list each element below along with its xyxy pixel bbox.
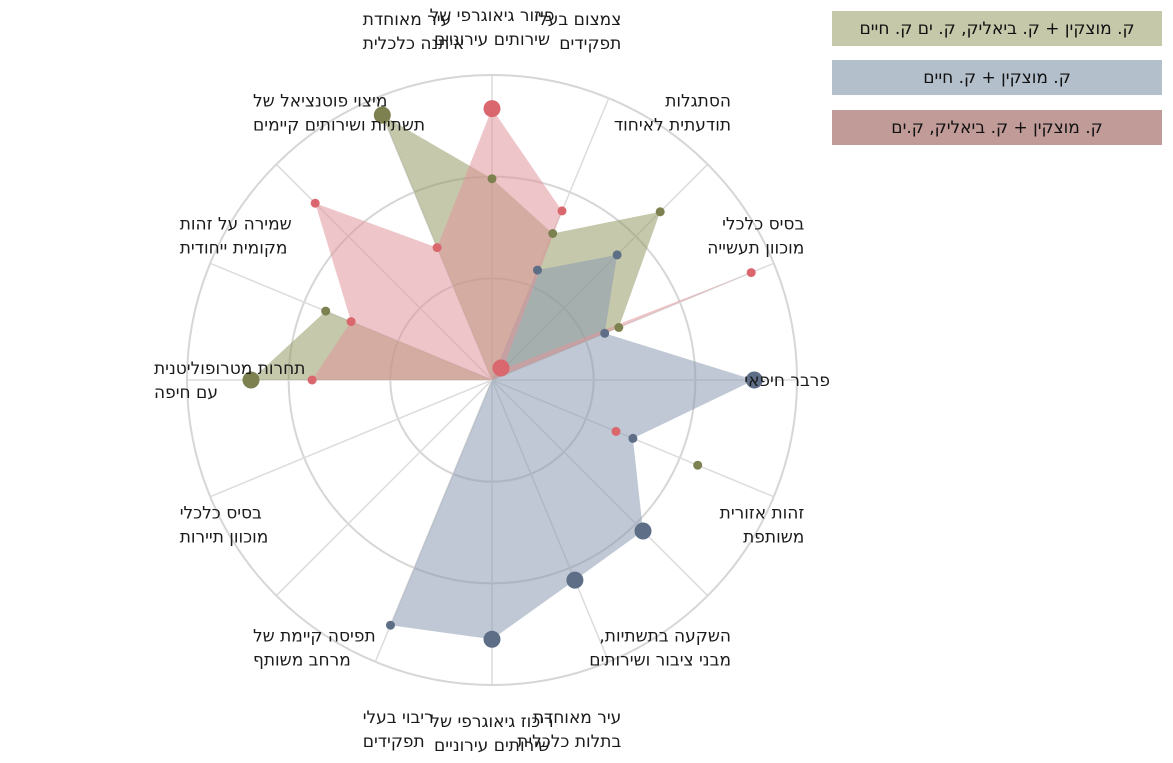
- axis-label-14-line-2: מקומית ייחודית: [180, 238, 288, 258]
- series-area-3: [312, 108, 752, 432]
- axis-label-2-line-2: תפקידים: [559, 34, 621, 54]
- legend-item-2: ק. מוצקין + ק. חיים: [832, 60, 1162, 95]
- series-2-point-3: [612, 250, 622, 260]
- series-1-point-4: [614, 323, 624, 332]
- series-1-point-14: [321, 306, 331, 316]
- axis-label-9-line-2: שירותים עירוניים: [434, 736, 550, 756]
- axis-label-16-line-2: איתנה כלכלית: [363, 34, 465, 54]
- series-1-point-3: [655, 207, 665, 217]
- series-1-point-6: [693, 460, 703, 470]
- legend-label-1: ק. מוצקין + ק. ביאליק, ק. ים ק. חיים: [859, 18, 1135, 39]
- axis-label-4-line-2: מוכוון תעשייה: [707, 238, 804, 258]
- axis-label-7-line-2: מבני ציבור ושירותים: [589, 650, 731, 670]
- axis-label-5-line-1: פרבר חיפאי: [744, 371, 830, 391]
- series-3-point-13: [307, 375, 317, 385]
- axis-label-3-line-1: הסתגלות: [665, 92, 731, 112]
- grid-spoke-11: [275, 379, 493, 597]
- axis-label-6-line-2: משותפת: [743, 528, 804, 548]
- series-3-center-point: [492, 359, 510, 377]
- series-3-point-4: [746, 268, 756, 278]
- axis-label-13-line-2: עם חיפה: [154, 383, 218, 403]
- series-3-point-6: [611, 426, 621, 436]
- axis-label-12-line-2: מוכוון תיירות: [180, 528, 269, 548]
- series-2-point-8: [566, 571, 584, 589]
- axis-label-4-line-1: בסיס כלכלי: [722, 214, 804, 234]
- axis-label-11-line-2: מרחב משותף: [253, 650, 351, 670]
- series-1-point-1: [487, 174, 497, 184]
- series-1-point-2: [548, 229, 558, 238]
- axis-label-8-line-2: בתלות כלכלית: [517, 732, 621, 752]
- series-area-2: [390, 254, 755, 640]
- series-1-point-16: [373, 106, 391, 124]
- axis-label-1-line-2: שירותים עירוניים: [434, 30, 550, 50]
- series-3-point-2: [557, 206, 567, 216]
- series-3-point-15: [310, 198, 320, 208]
- series-3-point-14: [346, 317, 356, 327]
- legend-label-3: ק. מוצקין + ק. ביאליק, ק.ים: [891, 117, 1103, 138]
- legend-label-2: ק. מוצקין + ק. חיים: [923, 67, 1071, 88]
- axis-label-14-line-1: שמירה על זהות: [180, 214, 292, 234]
- axis-label-2-line-1: צמצום בעלי: [534, 10, 621, 30]
- grid-spoke-10: [374, 379, 493, 663]
- axis-label-10-line-1: ריבוי בעלי: [363, 708, 434, 728]
- axis-label-3-line-2: תודעתית לאיחוד: [614, 116, 731, 136]
- axis-label-13-line-1: תחרות מטרופוליטנית: [154, 359, 305, 379]
- series-2-point-9: [483, 630, 501, 648]
- axis-label-9-line-1: ריכוז גיאוגרפי של: [430, 712, 553, 732]
- axis-label-10-line-2: תפקידים: [363, 732, 425, 752]
- axis-label-8-line-1: עיר מאוחדת: [533, 708, 622, 728]
- series-3-point-1: [483, 100, 501, 118]
- axis-label-6-line-1: זהות אזורית: [720, 504, 805, 524]
- legend-item-1: ק. מוצקין + ק. ביאליק, ק. ים ק. חיים: [832, 11, 1162, 46]
- series-3-point-16: [432, 243, 442, 253]
- axis-label-7-line-1: השקעה בתשתיות,: [599, 626, 731, 646]
- legend-item-3: ק. מוצקין + ק. ביאליק, ק.ים: [832, 110, 1162, 145]
- axis-label-1-line-1: פיזור גיאוגרפי של: [430, 6, 555, 26]
- grid-spoke-12: [209, 379, 493, 498]
- series-1-point-13: [242, 371, 260, 389]
- series-2-point-2: [533, 265, 542, 275]
- axis-label-15-line-1: מיצוי פוטנציאל של: [253, 92, 387, 112]
- series-2-point-10: [386, 620, 395, 630]
- axis-label-12-line-1: בסיס כלכלי: [180, 504, 262, 524]
- series-2-point-4: [600, 328, 610, 338]
- series-2-point-5: [745, 371, 763, 389]
- axis-label-15-line-2: תשתיות ושירותים קיימים: [253, 116, 425, 136]
- series-2-point-6: [628, 433, 638, 443]
- axis-label-16-line-1: עיר מאוחדת: [363, 10, 452, 30]
- axis-label-11-line-1: תפיסה קיימת של: [253, 626, 376, 646]
- series-2-point-7: [634, 522, 652, 540]
